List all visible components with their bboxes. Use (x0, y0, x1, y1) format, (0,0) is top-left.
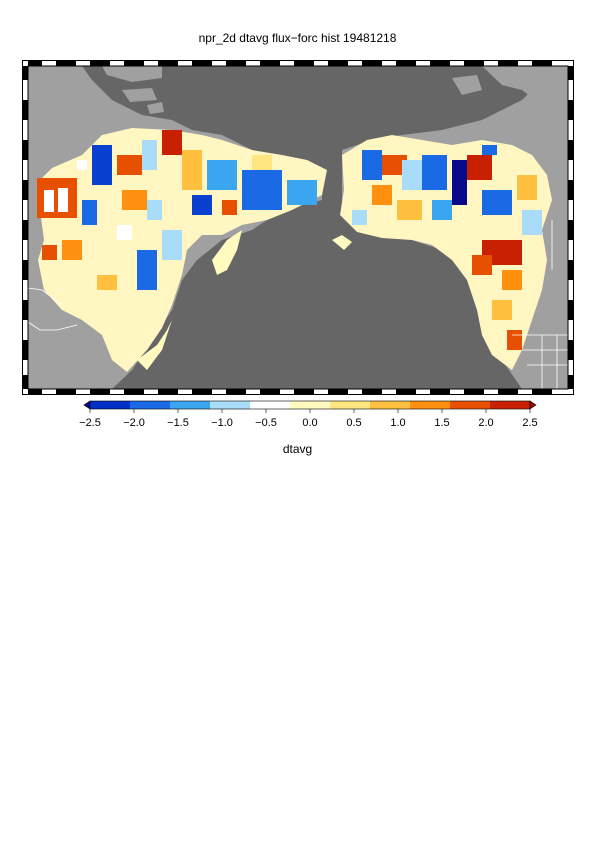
colorbar-tick-label: −0.5 (255, 417, 277, 429)
map-title: npr_2d dtavg flux−forc hist 19481218 (198, 31, 397, 45)
colorbar-tick-label: 0.5 (346, 417, 361, 429)
colorbar-ticks: −2.5 −2.0 −1.5 −1.0 −0.5 0.0 0.5 1.0 1.5 2.0 2.5 (79, 409, 538, 429)
colorbar-tick-label: −1.5 (167, 417, 189, 429)
colorbar-swatch (490, 401, 531, 409)
colorbar-variable-label: dtavg (282, 442, 313, 456)
colorbar-tick-label: 1.0 (390, 417, 405, 429)
colorbar-swatch (210, 401, 251, 409)
colorbar-swatch (250, 401, 291, 409)
colorbar-tick-label: −1.0 (211, 417, 233, 429)
colorbar-swatch (90, 401, 131, 409)
colorbar-swatch (170, 401, 211, 409)
colorbar-tick-label: −2.5 (79, 417, 101, 429)
colorbar-swatch (330, 401, 371, 409)
colorbar-swatch (410, 401, 451, 409)
colorbar-tick-label: 2.5 (522, 417, 537, 429)
map-frame-border (22, 60, 574, 395)
colorbar-tick-label: 0.0 (302, 417, 317, 429)
colorbar-swatch (290, 401, 331, 409)
colorbar: −2.5 −2.0 −1.5 −1.0 −0.5 0.0 0.5 1.0 1.5 2.0 2.5 (79, 400, 538, 429)
map-panel (22, 60, 574, 395)
colorbar-swatch (450, 401, 491, 409)
colorbar-tick-label: 2.0 (478, 417, 493, 429)
colorbar-swatch (370, 401, 411, 409)
data-field-north-america (332, 135, 552, 370)
political-borders (28, 220, 568, 389)
colorbar-tick-label: 1.5 (434, 417, 449, 429)
colorbar-tick-label: −2.0 (123, 417, 145, 429)
colorbar-swatches (83, 400, 537, 410)
colorbar-min-arrow (83, 400, 91, 410)
data-field-asia (37, 128, 327, 372)
colorbar-max-arrow (529, 400, 537, 410)
colorbar-swatch (130, 401, 171, 409)
